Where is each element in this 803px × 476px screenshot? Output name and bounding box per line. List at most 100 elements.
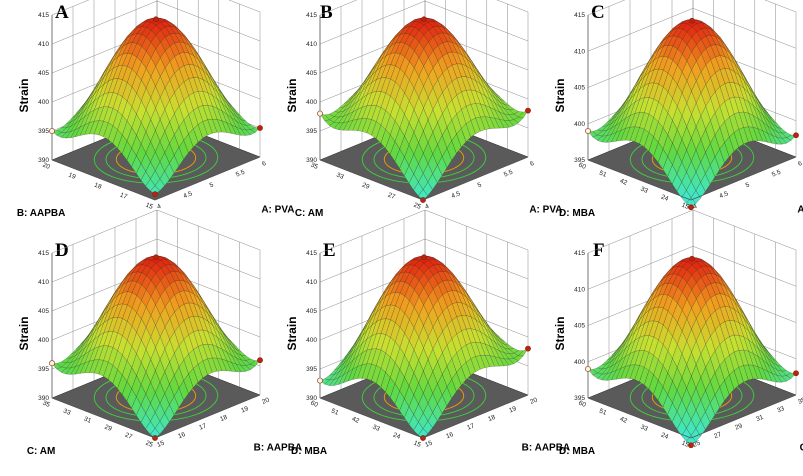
x-tick-label: 17 <box>198 422 208 431</box>
z-axis-label: Strain <box>285 78 299 112</box>
y-tick-label: 42 <box>351 416 361 425</box>
panel-letter: E <box>323 240 336 261</box>
z-tick-label: 395 <box>306 128 317 135</box>
design-point-left <box>585 366 591 372</box>
x-tick-label: 4 <box>692 203 698 211</box>
z-tick-label: 400 <box>574 121 585 128</box>
y-tick-label: 27 <box>387 192 397 201</box>
design-point-left <box>317 110 323 117</box>
design-point-peak <box>689 17 695 24</box>
x-tick-label: 27 <box>713 431 723 440</box>
design-point-right <box>525 107 531 114</box>
design-point-right <box>257 125 263 131</box>
z-tick-label: 410 <box>306 279 317 286</box>
x-tick-label: 18 <box>219 414 229 423</box>
z-axis-label: Strain <box>17 316 31 350</box>
response-surface <box>319 255 529 439</box>
z-tick-label: 390 <box>306 395 317 402</box>
x-tick-label: 5.5 <box>235 169 246 179</box>
design-point-left <box>49 128 55 134</box>
panel-e: E 390 395 400 405 410 415 Strain 15 16 17 18 19 20 15 2… <box>285 209 571 457</box>
x-tick-label: 5.5 <box>771 169 782 179</box>
z-tick-label: 415 <box>306 250 317 257</box>
x-axis-label: A: PVA <box>797 204 803 215</box>
design-point-peak <box>153 254 159 261</box>
panel-b: B390395400405410415Strain44.555.56252729… <box>285 0 562 219</box>
y-tick-label: 42 <box>619 416 629 425</box>
panel-c: C 395 400 405 410 415 Strain 4 4.5 5 5.5 6 15 24 33 42 5… <box>553 0 803 219</box>
z-tick-label: 415 <box>574 12 585 19</box>
y-tick-label: 42 <box>619 178 629 187</box>
y-tick-label: 24 <box>392 432 402 441</box>
x-tick-label: 20 <box>261 397 271 406</box>
y-axis-label: C: AM <box>27 446 56 457</box>
x-tick-label: 6 <box>529 160 535 168</box>
design-point-right <box>525 345 531 352</box>
z-tick-label: 415 <box>38 12 49 19</box>
y-tick-label: 29 <box>103 424 113 433</box>
design-point-left <box>317 377 323 384</box>
panel-letter: C <box>591 2 605 23</box>
x-tick-label: 25 <box>692 440 702 449</box>
y-tick-label: 24 <box>660 432 670 441</box>
z-tick-label: 405 <box>306 70 317 77</box>
y-axis-label: C: AM <box>295 208 324 219</box>
panel-letter: D <box>55 240 69 261</box>
x-tick-label: 19 <box>508 405 518 414</box>
design-point-front <box>688 204 694 211</box>
z-tick-label: 405 <box>38 70 49 77</box>
y-tick-label: 35 <box>42 400 52 409</box>
design-point-front <box>688 442 694 449</box>
x-tick-label: 5 <box>745 181 751 189</box>
response-surface <box>51 255 261 439</box>
y-tick-label: 33 <box>371 424 381 433</box>
response-surface <box>319 17 529 201</box>
y-tick-label: 18 <box>93 182 103 191</box>
x-axis-label: B: AAPBA <box>522 442 571 453</box>
x-tick-label: 35 <box>797 397 803 406</box>
design-point-left <box>585 128 591 134</box>
z-tick-label: 410 <box>38 41 49 48</box>
y-tick-label: 27 <box>124 432 134 441</box>
x-tick-label: 31 <box>755 414 765 423</box>
y-axis-label: D: MBA <box>559 208 595 219</box>
y-tick-label: 29 <box>361 182 371 191</box>
y-tick-label: 25 <box>145 440 155 449</box>
x-tick-label: 5.5 <box>503 169 514 179</box>
z-tick-label: 405 <box>38 308 49 315</box>
panel-f: F 395 400 405 410 415 Strain 25 27 29 31 33 35 15 24 33… <box>553 209 803 457</box>
x-tick-label: 4.5 <box>450 190 461 200</box>
y-axis-label: D: MBA <box>291 446 327 457</box>
z-tick-label: 395 <box>38 366 49 373</box>
y-tick-label: 60 <box>578 162 588 171</box>
z-tick-label: 395 <box>574 157 585 164</box>
x-tick-label: 16 <box>445 431 455 440</box>
z-tick-label: 400 <box>306 337 317 344</box>
panel-letter: F <box>593 240 605 261</box>
x-tick-label: 29 <box>734 422 744 431</box>
design-point-peak <box>421 254 427 261</box>
design-point-right <box>793 132 799 139</box>
x-tick-label: 15 <box>156 440 166 449</box>
z-tick-label: 405 <box>306 308 317 315</box>
z-tick-label: 390 <box>306 157 317 164</box>
z-axis-label: Strain <box>553 78 567 112</box>
z-tick-label: 395 <box>306 366 317 373</box>
x-tick-label: 33 <box>776 405 786 414</box>
x-tick-label: 5 <box>209 181 215 189</box>
panel-a: A 390 395 400 405 410 415 Strain 4 4.5 5 5.5 6 15 17 18… <box>17 0 294 219</box>
x-axis-label: B: AAPBA <box>254 442 303 453</box>
z-tick-label: 395 <box>574 395 585 402</box>
y-tick-label: 24 <box>660 194 670 203</box>
x-tick-label: 20 <box>529 397 539 406</box>
design-point-peak <box>153 16 159 23</box>
y-tick-label: 31 <box>83 416 93 425</box>
panel-letter: A <box>55 2 69 23</box>
y-tick-label: 15 <box>681 202 691 211</box>
z-tick-label: 400 <box>306 99 317 106</box>
design-point-front <box>152 191 158 198</box>
design-point-left <box>49 360 55 367</box>
z-tick-label: 390 <box>38 395 49 402</box>
design-point-right <box>793 370 799 377</box>
